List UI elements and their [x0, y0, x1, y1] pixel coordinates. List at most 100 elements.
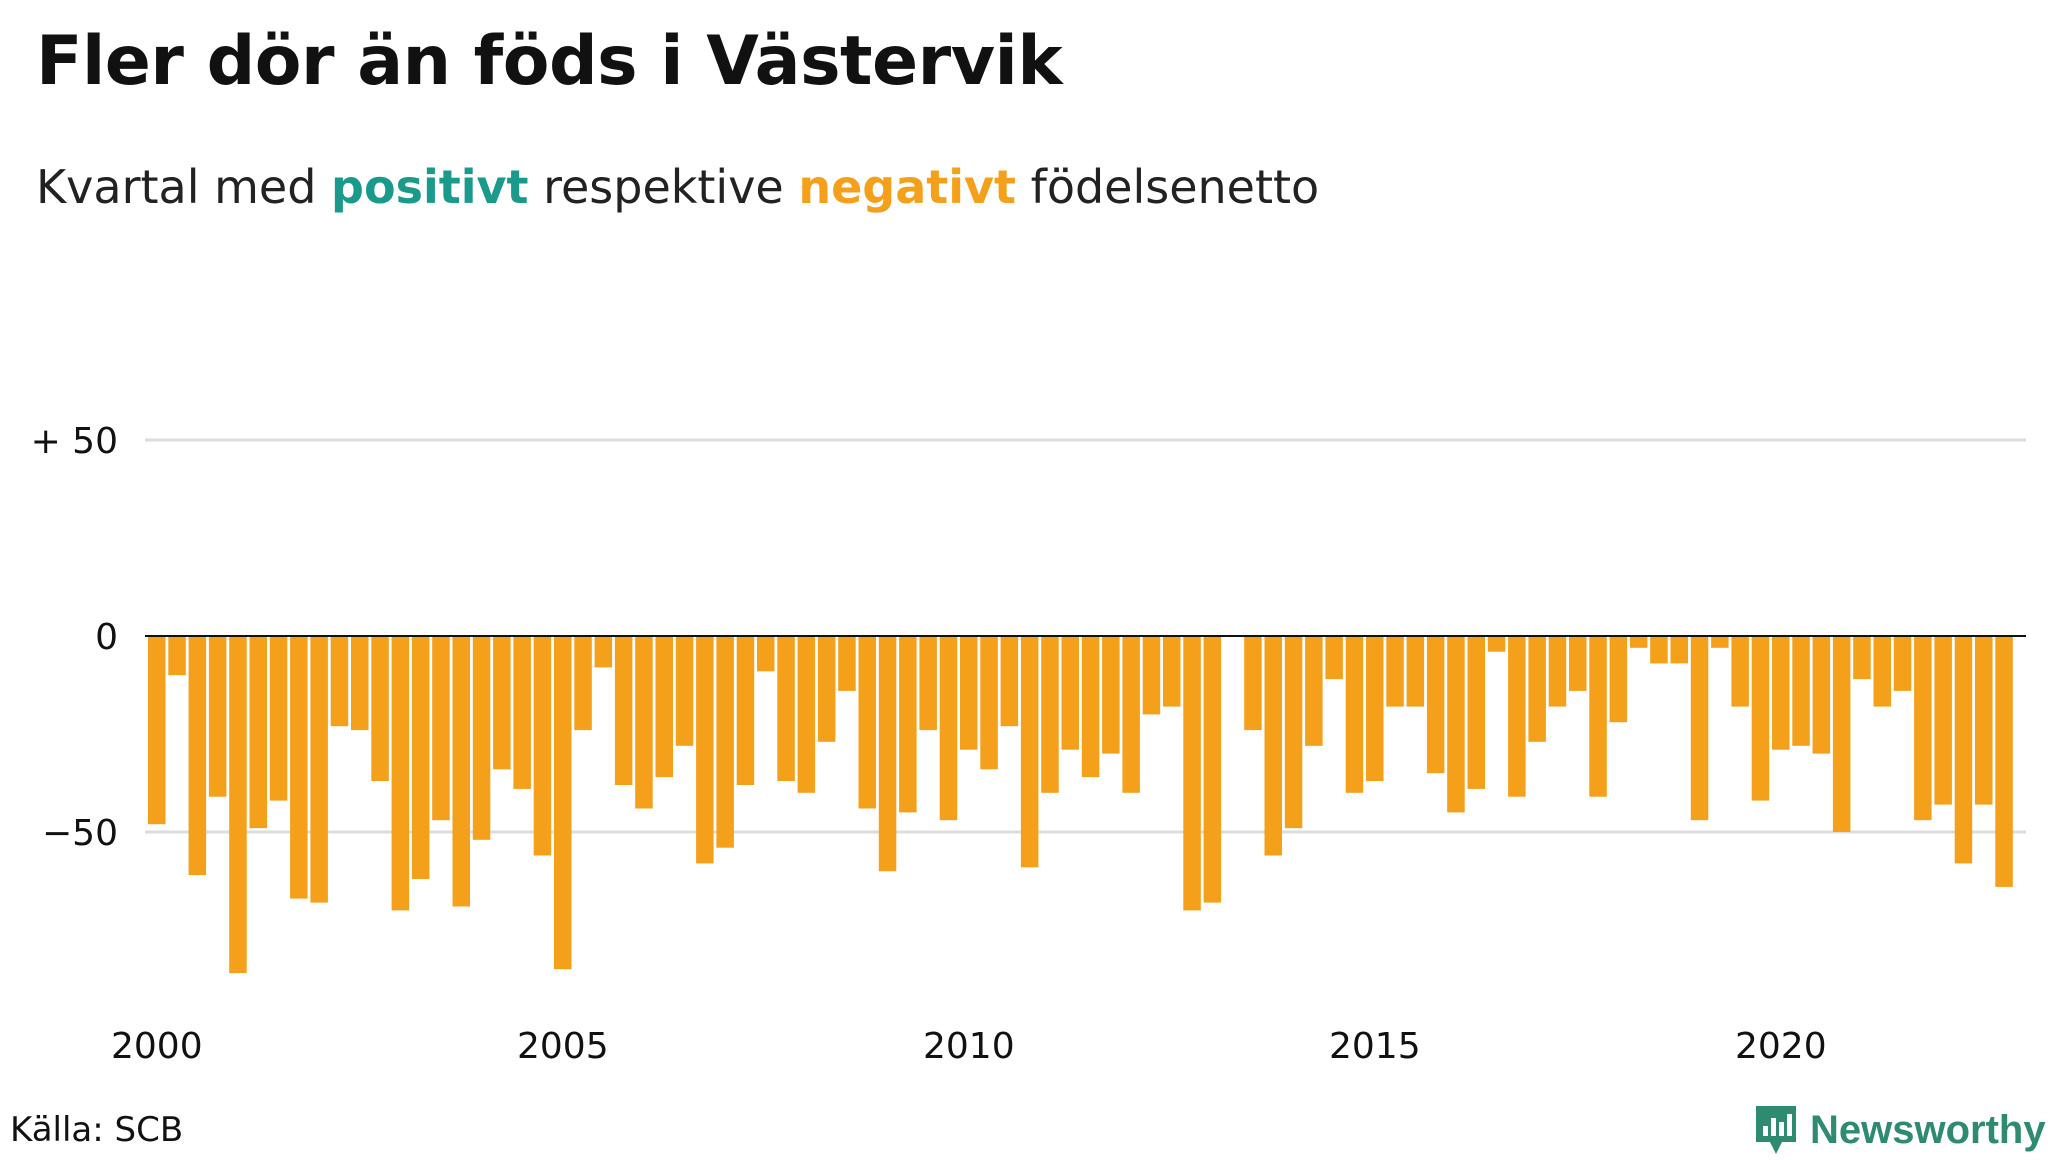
bar [1386, 636, 1404, 707]
subtitle-positive: positivt [331, 160, 529, 214]
subtitle-text-3: födelsenetto [1016, 160, 1320, 214]
bar [1366, 636, 1384, 781]
bar [696, 636, 714, 864]
bar [1975, 636, 1993, 805]
bar [675, 636, 694, 746]
bar [1203, 636, 1222, 903]
bar [960, 636, 978, 750]
bar [878, 636, 897, 872]
bar [229, 636, 247, 974]
bar [1467, 636, 1485, 789]
bar [1569, 636, 1587, 691]
bar [493, 636, 511, 770]
bar [1305, 636, 1323, 746]
bar-chart: + 50 0 −50 2000 2005 2010 2015 2020 [31, 421, 2026, 1067]
bar [594, 636, 613, 668]
bar [1325, 636, 1343, 680]
bar [797, 636, 816, 793]
subtitle-negative: negativt [798, 160, 1017, 214]
bar [1832, 636, 1851, 832]
bar [1284, 636, 1303, 829]
bar [1528, 636, 1546, 742]
bar [1102, 636, 1120, 754]
bar [1020, 636, 1039, 868]
bar [208, 636, 227, 797]
bar [1670, 636, 1688, 664]
y-tick-label: −50 [42, 813, 118, 854]
bar [1589, 636, 1607, 797]
bar [1954, 636, 1973, 864]
bar [513, 636, 531, 789]
bar [351, 636, 369, 731]
bar [148, 636, 166, 825]
bar [1345, 636, 1364, 793]
bar [1812, 636, 1831, 754]
bar [655, 636, 673, 778]
bar [919, 636, 937, 731]
bar [1000, 636, 1019, 727]
bar [533, 636, 552, 856]
bar [1853, 636, 1871, 680]
bar [736, 636, 755, 785]
bar [1731, 636, 1749, 707]
bar [371, 636, 389, 781]
bar [1690, 636, 1709, 821]
bar [290, 636, 308, 899]
y-tick-label: 0 [95, 617, 118, 658]
bar [1934, 636, 1952, 805]
bar [1041, 636, 1059, 793]
bar [614, 636, 633, 785]
bar [1995, 636, 2013, 887]
bar [1142, 636, 1161, 715]
bar [1061, 636, 1079, 750]
bar [1183, 636, 1201, 911]
bars [148, 636, 2013, 974]
bar [716, 636, 734, 848]
x-tick-label: 2010 [923, 1026, 1015, 1067]
bar [1244, 636, 1262, 731]
bar [269, 636, 288, 801]
bar [391, 636, 410, 911]
newsworthy-logo: Newsworthy [1752, 1100, 2046, 1160]
x-tick-label: 2005 [517, 1026, 609, 1067]
bar [777, 636, 795, 781]
bar [1792, 636, 1810, 746]
bar [1751, 636, 1770, 801]
bar [1081, 636, 1100, 778]
bar [1406, 636, 1425, 707]
bar [1914, 636, 1932, 821]
bar [757, 636, 775, 672]
bar [1163, 636, 1181, 707]
bar [1711, 636, 1729, 648]
bar [1447, 636, 1465, 813]
source-note: Källa: SCB [10, 1110, 184, 1150]
bar [1629, 636, 1648, 648]
bar [1122, 636, 1140, 793]
bar [817, 636, 836, 742]
chart-title: Fler dör än föds i Västervik [36, 22, 1063, 101]
bar [168, 636, 186, 676]
axes: + 50 0 −50 2000 2005 2010 2015 2020 [31, 421, 2026, 1067]
bar [858, 636, 876, 809]
bar [452, 636, 470, 907]
bar [310, 636, 328, 903]
bar [1548, 636, 1567, 707]
bar [1772, 636, 1790, 750]
x-tick-label: 2000 [111, 1026, 203, 1067]
bar-chart-badge-icon [1756, 1106, 1796, 1154]
bar [188, 636, 207, 876]
bar [249, 636, 267, 829]
bar [472, 636, 491, 840]
bar [411, 636, 430, 879]
bar [1873, 636, 1891, 707]
bar [838, 636, 856, 691]
x-tick-label: 2015 [1329, 1026, 1421, 1067]
subtitle-text-2: respektive [528, 160, 799, 214]
bar [1609, 636, 1628, 723]
bar [330, 636, 349, 727]
chart-subtitle: Kvartal med positivt respektive negativt… [36, 160, 1319, 214]
bar [574, 636, 592, 731]
bar [980, 636, 998, 770]
bar [899, 636, 917, 813]
bar [1508, 636, 1526, 797]
